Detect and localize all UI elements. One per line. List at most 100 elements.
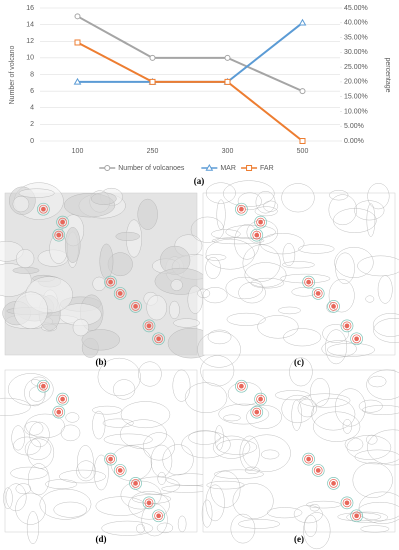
contour — [11, 425, 25, 451]
volcano-mark — [258, 219, 263, 225]
contour — [76, 460, 96, 482]
contour — [184, 382, 228, 413]
volcano-mark — [146, 323, 152, 329]
contour — [53, 501, 88, 518]
marker — [298, 18, 307, 26]
volcano-mark — [56, 409, 62, 415]
contour — [211, 237, 265, 245]
volcano-mark — [256, 217, 265, 227]
contour — [137, 198, 158, 230]
contour — [357, 502, 399, 521]
contour — [281, 183, 315, 213]
contour — [225, 276, 264, 300]
contour — [282, 243, 296, 267]
contour — [214, 425, 224, 451]
marker — [224, 78, 231, 85]
legend-item: Number of volcanoes — [99, 165, 185, 172]
contour — [29, 386, 45, 402]
volcano-mark — [56, 215, 69, 229]
contour — [377, 275, 393, 304]
contour — [7, 373, 54, 406]
contour — [45, 479, 78, 489]
contour — [238, 282, 266, 304]
volcano-mark — [39, 204, 48, 214]
contour — [281, 394, 314, 424]
contour — [304, 514, 318, 537]
volcano-mark — [113, 287, 127, 300]
volcano-mark — [146, 500, 152, 506]
y2-tick-label: 15.00% — [344, 94, 368, 101]
volcano-mark — [117, 468, 123, 473]
contour — [346, 435, 392, 460]
contour — [146, 295, 167, 321]
contour — [303, 512, 331, 550]
contour — [366, 434, 378, 445]
volcano-mark — [60, 396, 65, 402]
volcano-mark — [302, 452, 315, 466]
volcano-mark — [313, 466, 323, 475]
contour — [169, 300, 180, 320]
contour — [77, 445, 94, 479]
x-tick-label: 250 — [147, 148, 159, 155]
contour — [207, 329, 232, 345]
contour — [354, 200, 385, 221]
volcano-mark — [254, 232, 260, 238]
volcano-mark — [237, 204, 246, 214]
volcano-mark — [352, 334, 361, 344]
volcano-mark — [304, 454, 313, 464]
contour — [367, 183, 390, 210]
y-tick-label: 16 — [26, 5, 34, 12]
volcano-mark — [131, 479, 140, 488]
contour — [120, 401, 171, 429]
contour — [156, 522, 174, 534]
volcano-mark — [106, 277, 115, 287]
contour — [201, 499, 213, 528]
y-axis-label: Number of volcano — [9, 46, 16, 105]
contour — [237, 192, 262, 211]
contour — [128, 491, 170, 520]
marker — [74, 39, 81, 46]
volcano-mark — [152, 332, 165, 346]
contour — [238, 519, 280, 529]
volcano-mark — [41, 383, 46, 389]
contour — [205, 182, 236, 204]
contour — [25, 413, 65, 439]
contour — [366, 369, 399, 400]
map-panel: (e) — [181, 355, 399, 550]
contour — [136, 523, 145, 534]
contour — [97, 357, 141, 397]
volcano-mark — [239, 383, 244, 389]
contour — [92, 276, 106, 291]
volcano-mark — [58, 394, 67, 404]
contour — [280, 273, 331, 284]
y-tick-label: 2 — [30, 121, 34, 128]
y-tick-label: 10 — [26, 55, 34, 62]
y2-tick-label: 20.00% — [344, 79, 368, 86]
contour — [49, 233, 68, 264]
contour — [275, 390, 310, 401]
contour — [16, 249, 35, 269]
contour — [342, 419, 352, 434]
contour — [242, 244, 281, 282]
y2-tick-label: 25.00% — [344, 64, 368, 71]
volcano-mark — [104, 452, 117, 466]
contour — [223, 414, 241, 422]
contour — [322, 324, 349, 343]
volcano-mark — [142, 319, 156, 333]
legend-item: MAR — [201, 163, 236, 172]
volcano-mark — [108, 456, 113, 462]
volcano-mark — [154, 511, 163, 521]
volcano-mark — [252, 407, 262, 417]
contour — [39, 488, 92, 520]
volcano-mark — [344, 323, 350, 329]
volcano-mark — [340, 319, 354, 333]
contour — [372, 313, 399, 337]
volcano-mark — [352, 511, 361, 521]
volcano-mark — [235, 202, 248, 216]
panel-label: (e) — [294, 534, 304, 544]
contour — [24, 438, 52, 460]
volcano-mark — [344, 500, 350, 506]
y2-tick-label: 35.00% — [344, 34, 368, 41]
contour — [65, 227, 81, 263]
